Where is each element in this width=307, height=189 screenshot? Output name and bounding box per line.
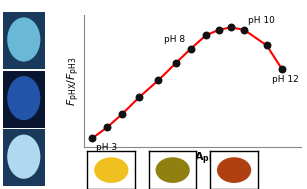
Point (156, 79, 161, 82)
Ellipse shape (7, 17, 41, 62)
Text: pH 8: pH 8 (164, 35, 185, 44)
Text: pH 12: pH 12 (272, 74, 299, 84)
Ellipse shape (94, 157, 128, 183)
Point (173, 62, 178, 65)
Point (120, 112, 125, 115)
Point (228, 26, 233, 29)
Point (204, 34, 208, 37)
Point (137, 95, 142, 98)
Ellipse shape (7, 76, 41, 120)
Point (264, 44, 269, 47)
Text: pH 10: pH 10 (248, 16, 274, 25)
Point (217, 28, 222, 31)
Point (188, 47, 193, 50)
Point (279, 67, 284, 70)
Ellipse shape (156, 157, 190, 183)
Point (105, 126, 110, 129)
Ellipse shape (217, 157, 251, 183)
Ellipse shape (7, 135, 41, 179)
Y-axis label: $\mathit{F}_{\mathrm{pHX}}$/$\mathit{F}_{\mathrm{pH3}}$: $\mathit{F}_{\mathrm{pHX}}$/$\mathit{F}_… (65, 56, 82, 106)
Text: pH 3: pH 3 (96, 143, 117, 152)
Point (241, 28, 246, 31)
X-axis label: $\mathbf{A}_{\mathbf{pHX}}$/$\mathbf{A}_{\mathbf{pH3}}$: $\mathbf{A}_{\mathbf{pHX}}$/$\mathbf{A}_… (163, 150, 222, 167)
Point (90, 137, 95, 140)
